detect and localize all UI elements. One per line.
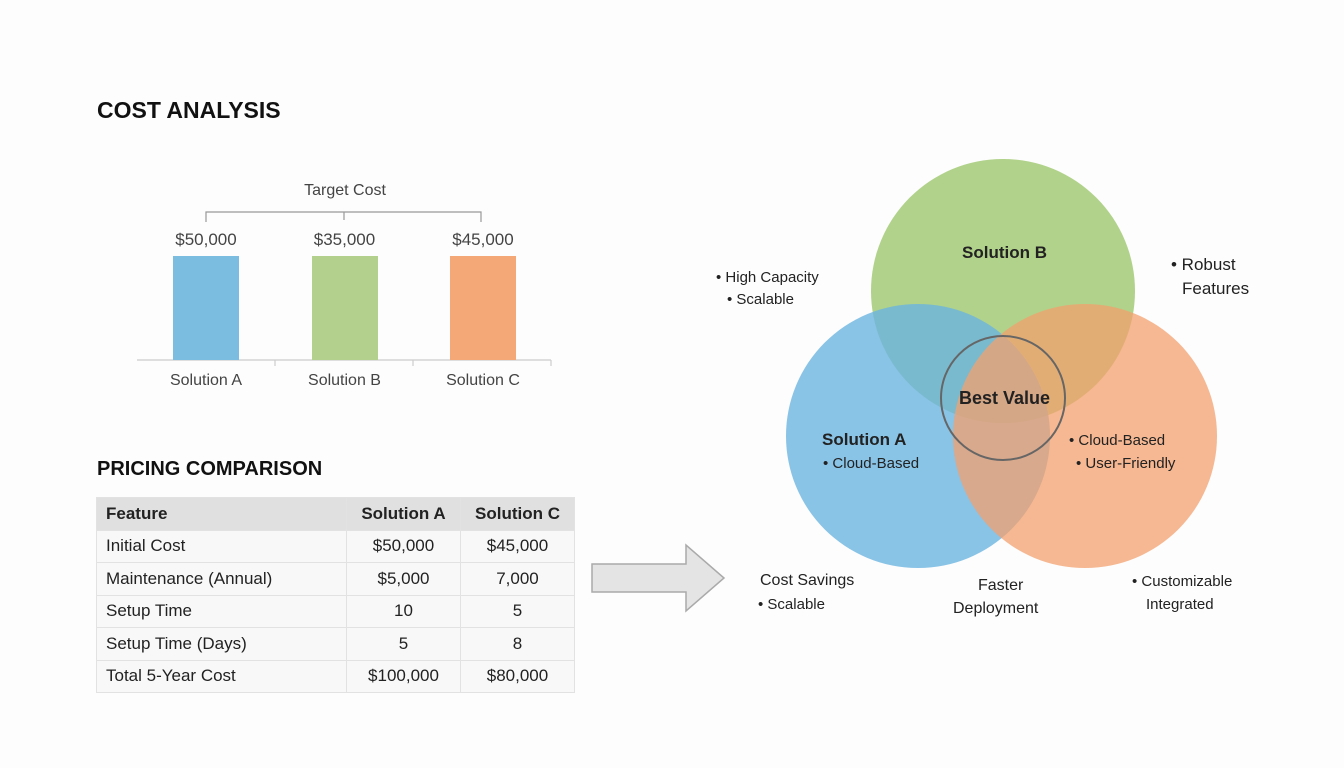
- bar-0: [173, 256, 239, 360]
- bar-1: [311, 256, 378, 360]
- a-inner: • Cloud-Based: [823, 455, 920, 472]
- table-cell: $100,000: [346, 659, 461, 693]
- arrow-icon: [591, 543, 726, 613]
- table-cell: Initial Cost: [96, 529, 347, 563]
- bracket-label: Target Cost: [304, 182, 386, 199]
- label-best-value: Best Value: [959, 388, 1051, 408]
- label-solution-b: Solution B: [962, 243, 1047, 262]
- header-solution-a: Solution A: [346, 497, 461, 531]
- bottom-mid-2: Deployment: [953, 600, 1039, 617]
- pricing-table: Feature Solution A Solution C Initial Cost…: [96, 497, 575, 693]
- table-row: Setup Time 10 5: [96, 594, 575, 628]
- table-cell: 8: [460, 627, 575, 661]
- bottom-right-1: • Customizable: [1132, 573, 1233, 590]
- target-bracket: [205, 211, 482, 222]
- header-feature: Feature: [96, 497, 347, 531]
- bottom-left-1: Cost Savings: [760, 572, 855, 589]
- cost-analysis-title: COST ANALYSIS: [97, 97, 281, 123]
- top-right-1: • Robust: [1171, 255, 1236, 274]
- table-cell: $50,000: [346, 529, 461, 563]
- category-label: Solution B: [308, 372, 381, 389]
- pricing-title: PRICING COMPARISON: [97, 458, 323, 480]
- label-solution-a: Solution A: [822, 430, 907, 449]
- table-cell: Maintenance (Annual): [96, 562, 347, 596]
- table-row: Setup Time (Days) 5 8: [96, 627, 575, 661]
- category-label: Solution C: [446, 372, 520, 389]
- table-row: Total 5-Year Cost $100,000 $80,000: [96, 659, 575, 693]
- top-right-2: Features: [1182, 279, 1250, 298]
- table-row: Maintenance (Annual) $5,000 7,000: [96, 562, 575, 596]
- bar-2: [450, 256, 516, 360]
- circle-solution-c: [953, 304, 1217, 568]
- table-cell: Setup Time: [96, 594, 347, 628]
- c-inner-1: • Cloud-Based: [1069, 432, 1166, 449]
- top-left-1: • High Capacity: [716, 269, 819, 286]
- data-label: $45,000: [452, 230, 514, 249]
- table-cell: Setup Time (Days): [96, 627, 347, 661]
- category-label: Solution A: [169, 372, 243, 389]
- table-cell: $5,000: [346, 562, 461, 596]
- bottom-left-2: • Scalable: [758, 596, 825, 613]
- data-label: $35,000: [313, 230, 376, 249]
- table-row: Initial Cost $50,000 $45,000: [96, 529, 575, 563]
- x-axis: [137, 359, 552, 366]
- table-cell: Total 5-Year Cost: [96, 659, 347, 693]
- data-label: $50,000: [175, 230, 237, 249]
- bottom-mid-1: Faster: [978, 577, 1024, 594]
- bottom-right-2: Integrated: [1146, 596, 1214, 613]
- c-inner-2: • User-Friendly: [1076, 455, 1176, 472]
- table-cell: 5: [346, 627, 461, 661]
- table-cell: $80,000: [460, 659, 575, 693]
- top-left-2: • Scalable: [727, 291, 794, 308]
- chart-lines: [137, 211, 552, 366]
- table-header: Feature Solution A Solution C: [96, 497, 575, 531]
- table-cell: $45,000: [460, 529, 575, 563]
- circle-best-value: [940, 335, 1066, 461]
